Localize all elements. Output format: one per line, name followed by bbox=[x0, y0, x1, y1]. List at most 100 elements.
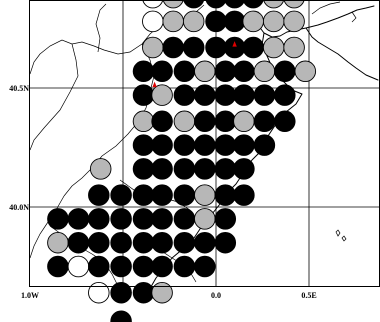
filled-station-marker bbox=[173, 60, 196, 83]
grey-station-marker bbox=[182, 10, 205, 33]
filled-station-marker bbox=[88, 231, 110, 254]
filled-station-marker bbox=[132, 60, 155, 83]
lon-tick-label: 0.5W bbox=[114, 291, 132, 300]
filled-station-marker bbox=[194, 110, 216, 133]
filled-station-marker bbox=[205, 36, 227, 59]
filled-station-marker bbox=[205, 10, 227, 33]
grey-station-marker bbox=[132, 110, 155, 133]
filled-station-marker bbox=[110, 310, 132, 322]
filled-station-marker bbox=[110, 208, 132, 230]
filled-station-marker bbox=[205, 0, 227, 9]
filled-station-marker bbox=[132, 255, 155, 278]
grey-station-marker bbox=[233, 110, 255, 133]
grey-station-marker bbox=[47, 231, 69, 254]
filled-station-marker bbox=[151, 208, 173, 230]
filled-station-marker bbox=[173, 255, 196, 278]
grey-station-marker bbox=[283, 10, 305, 33]
filled-station-marker bbox=[173, 208, 196, 230]
filled-station-marker bbox=[110, 281, 132, 304]
filled-station-marker bbox=[274, 60, 296, 83]
grey-station-marker bbox=[173, 110, 196, 133]
filled-station-marker bbox=[151, 184, 173, 206]
grey-station-marker bbox=[283, 0, 305, 9]
filled-station-marker bbox=[151, 60, 173, 83]
filled-station-marker bbox=[47, 255, 69, 278]
filled-station-marker bbox=[214, 158, 237, 180]
filled-station-marker bbox=[223, 10, 246, 33]
filled-station-marker bbox=[214, 110, 237, 133]
filled-station-marker bbox=[47, 208, 69, 230]
filled-station-marker bbox=[214, 231, 237, 254]
lon-tick-label: 1.0W bbox=[21, 291, 39, 300]
filled-station-marker bbox=[183, 0, 205, 9]
filled-station-marker bbox=[173, 158, 196, 180]
station-marker bbox=[232, 41, 237, 47]
filled-station-marker bbox=[151, 255, 173, 278]
grey-station-marker bbox=[263, 0, 285, 9]
filled-station-marker bbox=[194, 84, 216, 106]
grey-station-marker bbox=[283, 36, 305, 59]
grey-station-marker bbox=[194, 184, 216, 206]
grey-station-marker bbox=[194, 208, 216, 230]
axis-labels: 1.0W 0.5W 0.0 0.5E 40.0N 40.5N bbox=[9, 84, 316, 300]
filled-station-marker bbox=[110, 231, 132, 254]
lon-tick-label: 0.0 bbox=[211, 291, 221, 300]
red-station-markers bbox=[152, 41, 237, 88]
filled-station-marker bbox=[110, 255, 132, 278]
filled-station-marker bbox=[233, 134, 255, 156]
filled-station-marker bbox=[214, 134, 237, 156]
open-station-marker bbox=[88, 281, 110, 304]
grey-station-marker bbox=[162, 0, 184, 9]
filled-station-marker bbox=[67, 231, 90, 254]
filled-station-marker bbox=[233, 184, 255, 206]
filled-station-marker bbox=[88, 184, 110, 206]
open-station-marker bbox=[142, 0, 164, 9]
grey-station-marker bbox=[262, 36, 285, 59]
filled-station-marker bbox=[132, 184, 155, 206]
grey-station-marker bbox=[151, 281, 173, 304]
filled-station-marker bbox=[214, 184, 237, 206]
filled-station-marker bbox=[162, 36, 184, 59]
filled-station-marker bbox=[194, 134, 216, 156]
filled-station-marker bbox=[132, 84, 155, 106]
station-markers bbox=[47, 0, 317, 322]
lon-tick-label: 0.5E bbox=[301, 291, 316, 300]
filled-station-marker bbox=[132, 208, 155, 230]
grey-station-marker bbox=[142, 36, 164, 59]
grey-station-marker bbox=[89, 158, 112, 180]
filled-station-marker bbox=[274, 84, 296, 106]
grey-station-marker bbox=[262, 10, 285, 33]
filled-station-marker bbox=[242, 36, 264, 59]
filled-station-marker bbox=[253, 110, 276, 133]
grey-station-marker bbox=[242, 10, 264, 33]
filled-station-marker bbox=[67, 208, 90, 230]
filled-station-marker bbox=[132, 231, 155, 254]
filled-station-marker bbox=[173, 184, 196, 206]
filled-station-marker bbox=[214, 60, 237, 83]
filled-station-marker bbox=[194, 158, 216, 180]
filled-station-marker bbox=[224, 0, 246, 9]
filled-station-marker bbox=[88, 255, 110, 278]
filled-station-marker bbox=[233, 84, 255, 106]
grey-station-marker bbox=[162, 10, 184, 33]
filled-station-marker bbox=[151, 158, 173, 180]
filled-station-marker bbox=[173, 134, 196, 156]
filled-station-marker bbox=[151, 110, 173, 133]
grey-station-marker bbox=[151, 84, 173, 106]
filled-station-marker bbox=[88, 208, 110, 230]
lat-tick-label: 40.5N bbox=[9, 84, 29, 93]
open-station-marker bbox=[67, 255, 90, 278]
lat-tick-label: 40.0N bbox=[9, 203, 29, 212]
filled-station-marker bbox=[173, 84, 196, 106]
filled-station-marker bbox=[233, 158, 255, 180]
filled-station-marker bbox=[233, 60, 255, 83]
grey-station-marker bbox=[253, 60, 276, 83]
open-station-marker bbox=[142, 10, 164, 33]
filled-station-marker bbox=[151, 134, 173, 156]
grey-station-marker bbox=[194, 60, 216, 83]
filled-station-marker bbox=[182, 36, 205, 59]
filled-station-marker bbox=[214, 84, 237, 106]
filled-station-marker bbox=[132, 134, 155, 156]
filled-station-marker bbox=[173, 231, 196, 254]
